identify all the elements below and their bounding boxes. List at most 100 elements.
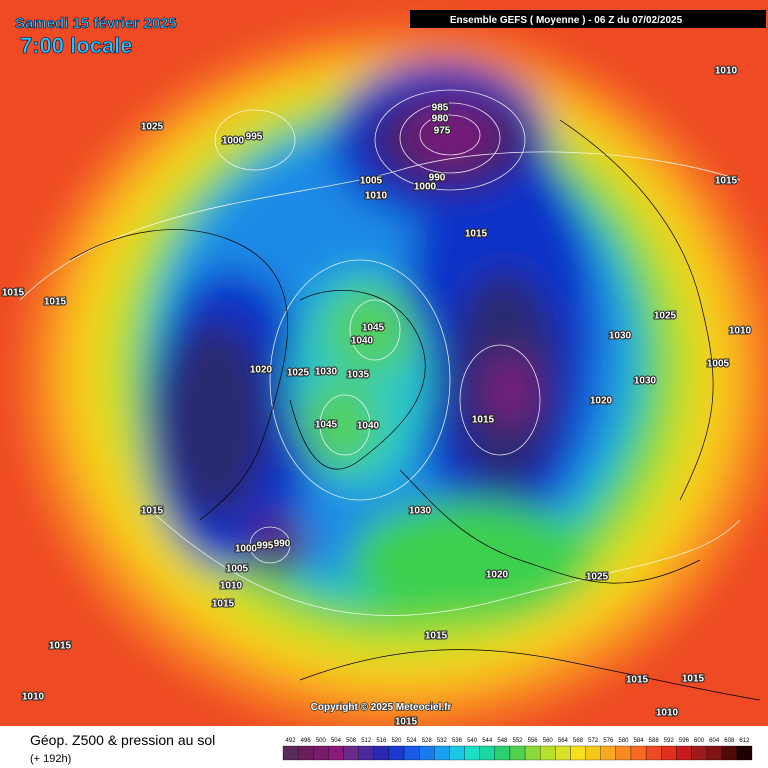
colorbar-swatch xyxy=(509,745,526,761)
colorbar-label: 604 xyxy=(709,738,720,744)
colorbar-label: 496 xyxy=(301,738,312,744)
isobar-label: 1010 xyxy=(220,581,243,592)
colorbar-swatch xyxy=(282,745,299,761)
time: 7:00 locale xyxy=(20,33,133,58)
colorbar-label: 520 xyxy=(391,738,402,744)
colorbar-label: 580 xyxy=(618,738,629,744)
colorbar-label: 596 xyxy=(679,738,690,744)
isobar-label: 980 xyxy=(432,114,449,125)
colorbar-swatch xyxy=(645,745,662,761)
isobar-label: 1025 xyxy=(141,122,164,133)
colorbar-swatch xyxy=(721,745,738,761)
colorbar-swatch xyxy=(615,745,632,761)
colorbar-label: 524 xyxy=(407,738,418,744)
colorbar-label: 592 xyxy=(664,738,675,744)
colorbar-label: 608 xyxy=(724,738,735,744)
model-info: Ensemble GEFS ( Moyenne ) - 06 Z du 07/0… xyxy=(450,15,683,26)
coastlines xyxy=(69,119,761,701)
isobar-label: 1045 xyxy=(315,420,338,431)
lead-time: (+ 192h) xyxy=(30,753,71,765)
copyright: Copyright © 2025 Meteociel.fr xyxy=(311,702,452,713)
isobar-label: 1015 xyxy=(2,288,25,299)
isobar-label: 995 xyxy=(246,132,263,143)
isobar-label: 1015 xyxy=(44,297,67,308)
colorbar-swatch xyxy=(570,745,586,761)
isobar-label: 1015 xyxy=(465,229,488,240)
colorbar-label: 572 xyxy=(588,738,599,744)
colorbar-swatch xyxy=(600,745,616,761)
isobar-label: 1005 xyxy=(226,564,249,575)
z500-field xyxy=(25,30,768,726)
colorbar-swatch xyxy=(403,745,420,761)
isobar-label: 1010 xyxy=(715,66,738,77)
isobar-label: 1015 xyxy=(49,641,72,652)
colorbar-label: 512 xyxy=(361,738,372,744)
isobar-label: 1000 xyxy=(414,182,437,193)
colorbar-label: 576 xyxy=(603,738,614,744)
colorbar-swatch xyxy=(297,745,314,761)
isobar-label: 1025 xyxy=(586,572,609,583)
colorbar-swatch xyxy=(419,745,435,761)
colorbar-label: 508 xyxy=(346,738,357,744)
isobar-label: 1010 xyxy=(656,708,679,719)
isobar-label: 1015 xyxy=(212,599,235,610)
colorbar-swatch xyxy=(449,745,465,761)
colorbar-swatch xyxy=(555,745,571,761)
isobar-label: 1005 xyxy=(707,359,730,370)
isobar-label: 990 xyxy=(274,539,291,550)
colorbar-swatch xyxy=(676,745,692,761)
colorbar-swatch xyxy=(540,745,556,761)
model-box xyxy=(410,10,766,28)
colorbar-swatch xyxy=(524,745,541,761)
colorbar-swatch xyxy=(373,745,390,761)
isobars xyxy=(19,89,741,616)
isobar-label: 990 xyxy=(429,173,446,184)
isobar-label: 1030 xyxy=(609,331,632,342)
isobar-label: 1030 xyxy=(634,376,657,387)
isobar-label: 1015 xyxy=(395,717,418,728)
colorbar-swatch xyxy=(388,745,405,761)
isobar-label: 1020 xyxy=(486,570,509,581)
colorbar-label: 548 xyxy=(497,738,508,744)
colorbar-swatch xyxy=(464,745,480,761)
isobar-label: 975 xyxy=(434,126,451,137)
isobar-label: 1040 xyxy=(351,336,374,347)
isobar-label: 1015 xyxy=(141,506,164,517)
colorbar-label: 544 xyxy=(482,738,493,744)
isobar-label: 995 xyxy=(257,541,274,552)
colorbar-label: 500 xyxy=(316,738,327,744)
colorbar-label: 504 xyxy=(331,738,342,744)
isobar-label: 1010 xyxy=(22,692,45,703)
isobar-label: 1030 xyxy=(409,506,432,517)
colorbar-swatch xyxy=(434,745,450,761)
isobar-label: 1000 xyxy=(222,136,245,147)
colorbar-label: 552 xyxy=(512,738,523,744)
isobar-label: 1015 xyxy=(626,675,649,686)
colorbar-label: 588 xyxy=(649,738,660,744)
colorbar-swatch xyxy=(661,745,677,761)
isobar-label: 1035 xyxy=(347,370,370,381)
isobar-label: 1030 xyxy=(315,367,338,378)
isobar-label: 1020 xyxy=(250,365,273,376)
footer-title: Géop. Z500 & pression au sol xyxy=(30,732,215,748)
colorbar-swatch xyxy=(479,745,495,761)
colorbar-label: 600 xyxy=(694,738,705,744)
colorbar-label: 528 xyxy=(422,738,433,744)
colorbar-label: 568 xyxy=(573,738,584,744)
colorbar-swatch xyxy=(358,745,374,761)
colorbar-label: 556 xyxy=(528,738,539,744)
colorbar-swatch xyxy=(328,745,344,761)
isobar-label: 1015 xyxy=(425,631,448,642)
colorbar: 492 496 500 504 508 512 516 520 524 528 532 536 540 5… xyxy=(282,738,753,761)
isobar-label: 1040 xyxy=(357,421,380,432)
colorbar-label: 492 xyxy=(286,738,297,744)
colorbar-label: 564 xyxy=(558,738,569,744)
colorbar-swatch xyxy=(736,745,753,761)
colorbar-label: 560 xyxy=(543,738,554,744)
colorbar-swatch xyxy=(494,745,511,761)
colorbar-label: 532 xyxy=(437,738,448,744)
colorbar-label: 516 xyxy=(376,738,387,744)
isobar-label: 1020 xyxy=(590,396,613,407)
